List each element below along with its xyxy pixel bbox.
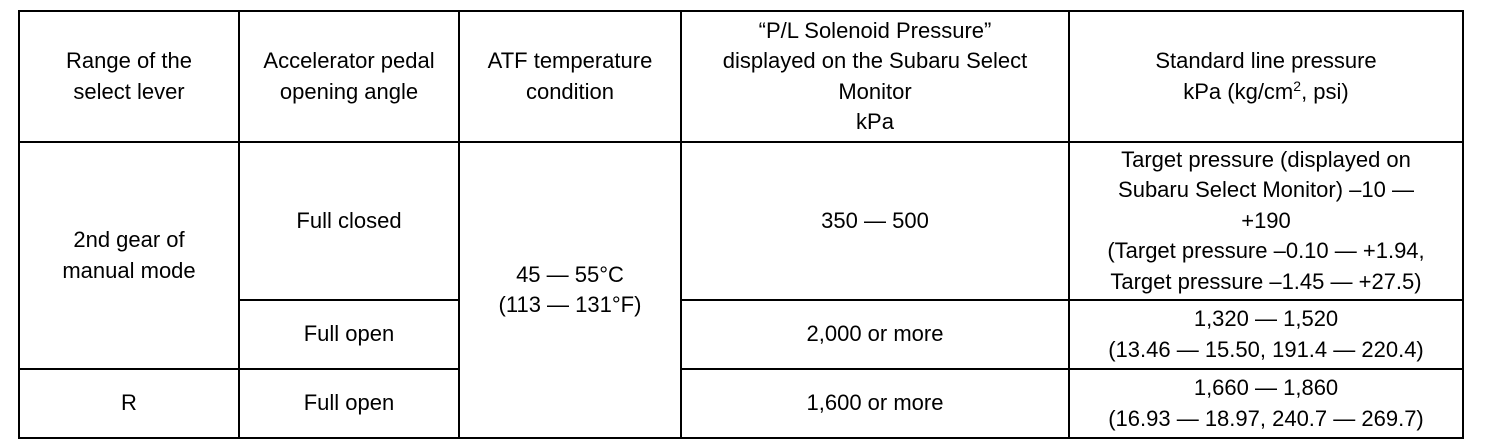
cell-text: (13.46 — 15.50, 191.4 — 220.4) (1108, 336, 1424, 362)
cell-text: Standard line pressure (1155, 48, 1377, 73)
cell-text: manual mode (62, 257, 196, 283)
cell: Full open (238, 368, 460, 439)
cell: 45 — 55°C (113 — 131°F) (458, 141, 682, 439)
cell-text: +190 (1241, 207, 1291, 233)
cell-text: kPa (856, 109, 894, 134)
cell: R (18, 368, 240, 439)
cell-text: kPa (kg/cm2, psi) (1070, 77, 1462, 108)
cell: Target pressure (displayed on Subaru Sele… (1068, 141, 1464, 301)
table-row: Full open 2,000 or more 1,320 — 1,520 (13… (19, 299, 1464, 370)
cell: 2nd gear of manual mode (18, 141, 240, 370)
cell-text: Target pressure –1.45 — +27.5) (1110, 268, 1422, 294)
cell-text: 2,000 or more (806, 321, 944, 347)
cell: Full open (238, 299, 460, 370)
cell-text: Full closed (296, 207, 402, 233)
cell-text: 45 — 55°C (516, 261, 624, 287)
cell: 1,660 — 1,860 (16.93 — 18.97, 240.7 — 269… (1068, 368, 1464, 439)
cell-text: (Target pressure –0.10 — +1.94, (1107, 238, 1425, 264)
cell-text: Subaru Select Monitor) –10 — (1118, 177, 1414, 203)
header-cell: ATF temperature condition (458, 10, 682, 143)
table-row: 2nd gear of manual mode Full closed 45 — … (18, 141, 1464, 439)
cell-text: R (121, 390, 137, 416)
cell: 1,600 or more (680, 368, 1070, 439)
cell-text: Range of the (66, 48, 192, 73)
cell-text: “P/L Solenoid Pressure” (758, 17, 992, 43)
cell: 1,320 — 1,520 (13.46 — 15.50, 191.4 — 220… (1068, 299, 1464, 370)
cell-text: 2nd gear of (73, 227, 185, 252)
cell-text: opening angle (279, 78, 419, 104)
cell-text: 1,600 or more (806, 390, 944, 416)
cell-text: displayed on the Subaru Select (722, 48, 1028, 73)
superscript: 2 (1293, 77, 1302, 94)
header-row: Range of the select lever Accelerator ped… (18, 10, 1464, 143)
cell: 2,000 or more (680, 299, 1070, 370)
cell-text: (16.93 — 18.97, 240.7 — 269.7) (1108, 405, 1424, 431)
unit-text: kPa (kg/cm (1183, 78, 1294, 104)
cell-text: 350 — 500 (821, 207, 929, 233)
cell-text: (113 — 131°F) (498, 292, 642, 317)
table-row: R Full open 1,600 or more 1,660 — 1,860 (… (18, 368, 1464, 439)
cell-text: Accelerator pedal (263, 48, 435, 73)
header-cell: “P/L Solenoid Pressure” displayed on the … (680, 10, 1070, 143)
cell-text: Full open (303, 321, 395, 347)
cell-text: Full open (303, 390, 395, 416)
header-cell: Standard line pressure kPa (kg/cm2, psi) (1068, 10, 1464, 143)
unit-text: , psi) (1301, 78, 1349, 104)
cell-text: Target pressure (displayed on (1121, 146, 1411, 172)
cell-text: ATF temperature (487, 48, 653, 73)
header-cell: Accelerator pedal opening angle (238, 10, 460, 143)
cell-text: 1,320 — 1,520 (1193, 306, 1339, 331)
header-cell: Range of the select lever (18, 10, 240, 143)
cell-text: 1,660 — 1,860 (1193, 375, 1339, 400)
cell: Full closed (238, 141, 460, 301)
cell-text: condition (525, 78, 615, 104)
cell: 350 — 500 (680, 141, 1070, 301)
cell-text: select lever (73, 78, 185, 104)
pressure-table: Range of the select lever Accelerator ped… (18, 10, 1464, 439)
cell-text: Monitor (838, 78, 912, 104)
